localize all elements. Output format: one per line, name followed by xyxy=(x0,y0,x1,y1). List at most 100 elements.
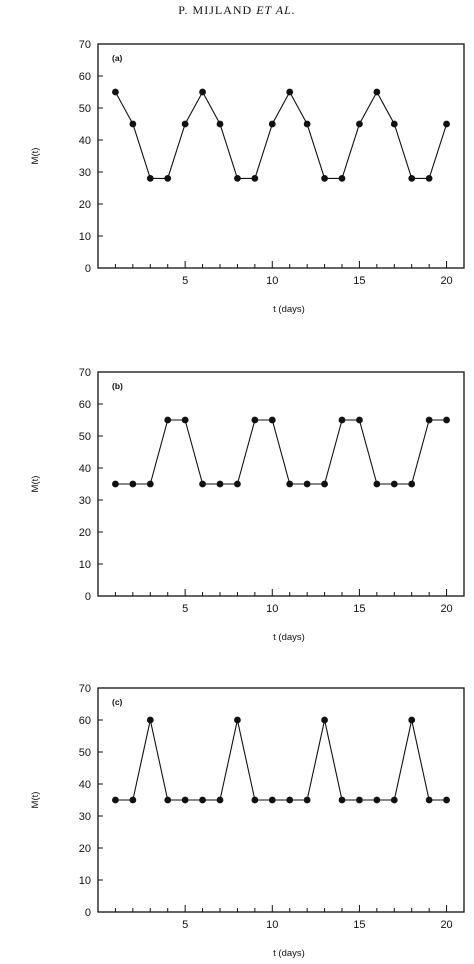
chart-panel-a: 0 10 20 30 40 50 60 70 5 10 15 20 t (days) M(t) (a) xyxy=(30,39,465,315)
data-point xyxy=(338,175,346,182)
data-point xyxy=(338,416,346,424)
x-tick-label: 10 xyxy=(266,603,278,615)
y-tick-label: 0 xyxy=(85,591,91,603)
y-tick-label: 70 xyxy=(79,367,91,379)
y-tick-label: 40 xyxy=(79,463,91,475)
data-point xyxy=(164,796,172,804)
data-point xyxy=(112,480,119,488)
y-tick-label: 40 xyxy=(79,135,91,147)
data-point xyxy=(129,480,137,488)
data-point xyxy=(286,480,294,488)
data-point xyxy=(303,796,311,804)
data-point xyxy=(373,480,381,488)
data-point xyxy=(112,796,119,804)
x-tick-label: 20 xyxy=(440,275,452,287)
x-tick-label: 5 xyxy=(182,275,188,287)
data-point xyxy=(199,480,206,488)
y-tick-label: 0 xyxy=(85,263,91,275)
running-head: P. MIJLAND ET AL. xyxy=(0,3,474,18)
data-point xyxy=(408,480,416,488)
data-point xyxy=(164,416,172,424)
data-point xyxy=(268,796,276,804)
data-point xyxy=(443,796,450,804)
data-point xyxy=(234,480,241,488)
series-line xyxy=(115,419,447,485)
y-tick-label: 30 xyxy=(79,167,91,179)
data-point xyxy=(216,796,224,804)
data-point xyxy=(321,716,328,724)
data-point xyxy=(425,796,433,804)
y-tick-label: 20 xyxy=(79,843,91,855)
data-point xyxy=(443,120,450,128)
data-point xyxy=(425,416,433,424)
data-point xyxy=(443,416,450,424)
panel-label: (c) xyxy=(112,697,123,707)
data-point xyxy=(164,175,172,182)
running-head-etal: ET AL. xyxy=(256,3,296,17)
x-tick-label: 10 xyxy=(266,919,278,931)
y-tick-label: 50 xyxy=(79,103,91,115)
data-point xyxy=(390,120,398,128)
data-point xyxy=(146,480,154,488)
y-tick-label: 30 xyxy=(79,495,91,507)
chart-panel-b: 0 10 20 30 40 50 60 70 5 10 15 20 t (days) M(t) (b) xyxy=(30,367,465,643)
x-tick-label: 15 xyxy=(353,275,365,287)
x-axis-label: t (days) xyxy=(273,632,305,643)
x-tick-label: 5 xyxy=(182,603,188,615)
y-tick-label: 30 xyxy=(79,811,91,823)
data-point xyxy=(234,716,241,724)
x-tick-label: 15 xyxy=(353,603,365,615)
y-tick-label: 60 xyxy=(79,715,91,727)
y-tick-label: 70 xyxy=(79,39,91,51)
data-point xyxy=(129,120,137,128)
running-head-authors: P. MIJLAND xyxy=(178,3,253,17)
data-point xyxy=(321,480,328,488)
data-point xyxy=(181,120,189,128)
plot-frame xyxy=(97,371,465,597)
y-tick-label: 70 xyxy=(79,683,91,695)
x-tick-label: 20 xyxy=(440,919,452,931)
x-tick-label: 15 xyxy=(353,919,365,931)
plot-frame xyxy=(97,687,465,913)
data-point xyxy=(373,796,381,804)
y-tick-label: 40 xyxy=(79,779,91,791)
data-point xyxy=(216,120,224,128)
x-tick-label: 20 xyxy=(440,603,452,615)
data-point xyxy=(303,120,311,128)
data-point xyxy=(286,88,294,96)
data-point xyxy=(112,88,119,96)
y-tick-label: 50 xyxy=(79,431,91,443)
data-point xyxy=(338,796,346,804)
y-tick-label: 20 xyxy=(79,527,91,539)
data-point xyxy=(146,716,154,724)
x-axis-label: t (days) xyxy=(273,304,305,315)
data-point xyxy=(129,796,137,804)
data-point xyxy=(356,416,363,424)
y-tick-label: 10 xyxy=(79,231,91,243)
y-tick-label: 60 xyxy=(79,71,91,83)
y-tick-label: 0 xyxy=(85,907,91,919)
data-point xyxy=(199,88,206,96)
data-point xyxy=(425,175,433,182)
data-point xyxy=(390,796,398,804)
x-tick-label: 10 xyxy=(266,275,278,287)
y-axis-label: M(t) xyxy=(30,476,41,493)
panel-label: (a) xyxy=(112,53,123,63)
series-line xyxy=(114,90,448,179)
data-point xyxy=(181,796,189,804)
y-tick-label: 50 xyxy=(79,747,91,759)
y-axis-label: M(t) xyxy=(30,148,41,165)
series-line xyxy=(115,719,447,801)
data-point xyxy=(356,120,363,128)
data-point xyxy=(251,796,259,804)
data-point xyxy=(251,175,259,182)
data-point xyxy=(146,175,154,182)
plot-frame xyxy=(97,43,465,269)
data-point xyxy=(356,796,363,804)
data-point xyxy=(303,480,311,488)
chart-panel-c: 0 10 20 30 40 50 60 70 5 10 15 20 t (days) M(t) (c) xyxy=(30,683,465,959)
y-axis-label: M(t) xyxy=(30,792,41,809)
data-point xyxy=(321,175,328,182)
y-tick-label: 20 xyxy=(79,199,91,211)
data-point xyxy=(216,480,224,488)
